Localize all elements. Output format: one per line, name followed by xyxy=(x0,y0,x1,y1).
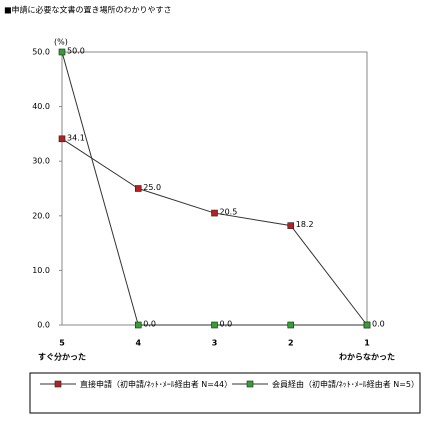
series-line xyxy=(61,51,367,326)
series-line xyxy=(61,138,368,326)
marker xyxy=(58,48,66,56)
plot-frame xyxy=(61,51,368,326)
x-tick-label: 2 xyxy=(288,339,294,348)
marker xyxy=(134,185,142,192)
legend-marker xyxy=(54,380,62,388)
marker xyxy=(211,321,218,329)
marker xyxy=(363,321,371,329)
legend-label: 会員経由（初申請/ﾈｯﾄ･ﾒｰﾙ経由者 N=5） xyxy=(272,380,420,389)
x-tick-label: 4 xyxy=(135,339,141,348)
legend-marker xyxy=(246,380,254,388)
marker xyxy=(134,321,142,329)
value-label: 0.0 xyxy=(220,320,233,329)
legend-label: 直接申請（初申請/ﾈｯﾄ･ﾒｰﾙ経由者 N=44） xyxy=(80,380,233,389)
chart-title: ■申請に必要な文書の置き場所のわかりやすさ xyxy=(4,5,172,15)
legend-box xyxy=(29,372,421,414)
value-label: 25.0 xyxy=(143,183,161,192)
y-axis-label: (%) xyxy=(54,38,68,47)
value-label: 50.0 xyxy=(67,47,85,56)
value-label: 34.1 xyxy=(67,133,85,142)
marker xyxy=(211,209,218,217)
value-label: 20.5 xyxy=(220,208,238,217)
marker xyxy=(58,135,66,143)
x-note: すぐ分かった xyxy=(38,352,86,362)
y-tick-label: 30.0 xyxy=(32,157,50,166)
value-label: 18.2 xyxy=(296,220,314,229)
value-label: 0.0 xyxy=(143,320,156,329)
marker xyxy=(287,222,295,229)
marker xyxy=(287,321,295,329)
x-tick-label: 1 xyxy=(364,339,370,348)
x-tick-label: 3 xyxy=(212,339,218,348)
x-tick-label: 5 xyxy=(59,339,65,348)
y-tick-label: 20.0 xyxy=(32,211,50,220)
y-tick-label: 0.0 xyxy=(37,321,50,330)
x-note: わからなかった xyxy=(339,352,395,362)
y-tick-label: 40.0 xyxy=(32,102,50,111)
y-tick-label: 50.0 xyxy=(32,48,50,57)
y-tick-label: 10.0 xyxy=(32,266,50,275)
value-label: 0.0 xyxy=(372,320,385,329)
